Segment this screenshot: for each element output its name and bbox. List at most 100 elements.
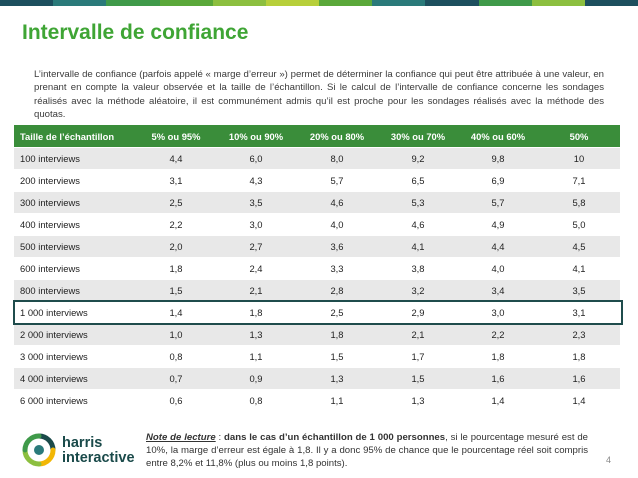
table-cell: 1,5 [378, 367, 458, 390]
table-cell: 8,0 [296, 147, 378, 170]
row-label: 3 000 interviews [14, 345, 136, 368]
table-cell: 0,7 [136, 367, 216, 390]
top-bar-segment [531, 0, 585, 6]
header-percentage: 20% ou 80% [296, 125, 378, 148]
top-bar-segment [106, 0, 160, 6]
top-bar-segment [159, 0, 213, 6]
top-bar-segment [319, 0, 373, 6]
header-percentage: 30% ou 70% [378, 125, 458, 148]
table-cell: 1,3 [216, 323, 296, 346]
table-cell: 5,8 [538, 191, 620, 214]
table-cell: 1,6 [458, 367, 538, 390]
table-cell: 1,8 [296, 323, 378, 346]
table-cell: 4,3 [216, 169, 296, 192]
table-cell: 1,5 [296, 345, 378, 368]
table-cell: 3,6 [296, 235, 378, 258]
table-cell: 1,8 [458, 345, 538, 368]
table-cell: 3,5 [216, 191, 296, 214]
table-row: 6 000 interviews 0,6 0,8 1,1 1,3 1,4 1,4 [14, 389, 620, 412]
top-bar-segment [478, 0, 532, 6]
top-bar-segment [0, 0, 54, 6]
table-cell: 2,1 [216, 279, 296, 302]
table-cell: 4,5 [538, 235, 620, 258]
confidence-table: Taille de l’échantillon 5% ou 95% 10% ou 9… [14, 125, 620, 412]
table-cell: 2,1 [378, 323, 458, 346]
table-row: 100 interviews 4,4 6,0 8,0 9,2 9,8 10 [14, 147, 620, 170]
table-cell: 2,3 [538, 323, 620, 346]
top-bar-segment [425, 0, 479, 6]
table-cell: 7,1 [538, 169, 620, 192]
table-cell: 4,1 [378, 235, 458, 258]
table-cell: 3,5 [538, 279, 620, 302]
table-cell: 3,2 [378, 279, 458, 302]
row-label: 200 interviews [14, 169, 136, 192]
table-cell: 2,7 [216, 235, 296, 258]
table-row: 4 000 interviews 0,7 0,9 1,3 1,5 1,6 1,6 [14, 367, 620, 390]
table-cell: 3,1 [136, 169, 216, 192]
table-cell: 3,0 [458, 301, 538, 324]
table-cell: 4,4 [136, 147, 216, 170]
table-cell: 1,3 [378, 389, 458, 412]
table-cell: 5,3 [378, 191, 458, 214]
table-cell: 2,4 [216, 257, 296, 280]
page-title: Intervalle de confiance [22, 21, 249, 44]
table-cell: 1,1 [296, 389, 378, 412]
table-cell: 4,0 [296, 213, 378, 236]
row-label: 4 000 interviews [14, 367, 136, 390]
top-color-bar [0, 0, 638, 6]
table-cell: 1,4 [136, 301, 216, 324]
table-cell: 5,0 [538, 213, 620, 236]
row-label: 600 interviews [14, 257, 136, 280]
table-cell: 3,4 [458, 279, 538, 302]
row-label: 2 000 interviews [14, 323, 136, 346]
harris-interactive-logo: harris interactive [22, 432, 135, 472]
top-bar-segment [53, 0, 107, 6]
note-label: Note de lecture [146, 432, 216, 443]
note-separator: : [215, 432, 225, 443]
table-cell: 5,7 [296, 169, 378, 192]
table-cell: 6,0 [216, 147, 296, 170]
row-label: 400 interviews [14, 213, 136, 236]
logo-word-interactive: interactive [62, 450, 135, 466]
table-cell: 1,4 [538, 389, 620, 412]
table-row: 500 interviews 2,0 2,7 3,6 4,1 4,4 4,5 [14, 235, 620, 258]
header-percentage: 50% [538, 125, 620, 148]
row-label: 500 interviews [14, 235, 136, 258]
header-sample-size: Taille de l’échantillon [14, 125, 136, 148]
table-cell: 3,1 [538, 301, 620, 324]
table-cell: 3,0 [216, 213, 296, 236]
table-cell: 0,6 [136, 389, 216, 412]
reading-note: Note de lecture : dans le cas d’un échan… [146, 431, 588, 470]
harris-logo-icon [22, 433, 56, 467]
note-bold-text: dans le cas d’un échantillon de 1 000 pe… [224, 432, 446, 443]
table-cell: 3,3 [296, 257, 378, 280]
table-cell: 1,6 [538, 367, 620, 390]
top-bar-segment [372, 0, 426, 6]
top-bar-segment [212, 0, 266, 6]
table-cell: 1,7 [378, 345, 458, 368]
table-cell: 1,8 [216, 301, 296, 324]
table-cell: 9,2 [378, 147, 458, 170]
table-cell: 4,1 [538, 257, 620, 280]
row-label: 100 interviews [14, 147, 136, 170]
table-row: 200 interviews 3,1 4,3 5,7 6,5 6,9 7,1 [14, 169, 620, 192]
top-bar-segment [265, 0, 320, 6]
table-cell: 4,9 [458, 213, 538, 236]
table-row: 3 000 interviews 0,8 1,1 1,5 1,7 1,8 1,8 [14, 345, 620, 368]
table-cell: 1,4 [458, 389, 538, 412]
header-percentage: 10% ou 90% [216, 125, 296, 148]
table-cell: 2,0 [136, 235, 216, 258]
row-label: 6 000 interviews [14, 389, 136, 412]
note-text: , si le pourcentage mesuré est de 10%, l… [146, 432, 589, 469]
table-cell: 2,9 [378, 301, 458, 324]
top-bar-segment [584, 0, 638, 6]
header-percentage: 40% ou 60% [458, 125, 538, 148]
table-cell: 1,8 [136, 257, 216, 280]
table-cell: 0,8 [136, 345, 216, 368]
table-row: 800 interviews 1,5 2,1 2,8 3,2 3,4 3,5 [14, 279, 620, 302]
table-header-row: Taille de l’échantillon 5% ou 95% 10% ou 9… [14, 125, 620, 148]
row-label: 1 000 interviews [14, 301, 136, 324]
table-cell: 1,1 [216, 345, 296, 368]
logo-word-harris: harris [62, 435, 103, 451]
table-cell: 2,2 [136, 213, 216, 236]
